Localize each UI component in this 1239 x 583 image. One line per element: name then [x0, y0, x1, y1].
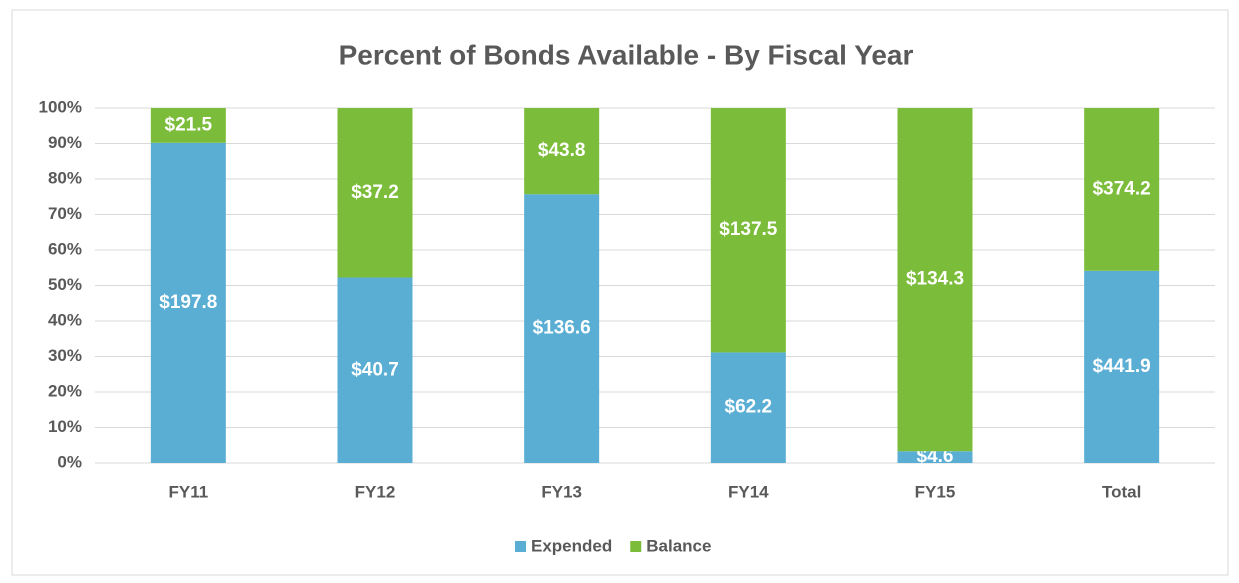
- data-label: $197.8: [159, 292, 217, 313]
- x-tick-label: FY12: [355, 482, 396, 501]
- bar-segment: [710, 108, 786, 353]
- bar-segment: [150, 142, 226, 463]
- data-label: $62.2: [725, 397, 773, 418]
- y-tick-label: 50%: [48, 275, 82, 294]
- chart-title: Percent of Bonds Available - By Fiscal Y…: [339, 39, 914, 70]
- bar-segment: [710, 352, 786, 463]
- legend-swatch: [630, 541, 642, 552]
- bar-segment: [524, 194, 600, 463]
- y-tick-label: 80%: [48, 168, 82, 187]
- bar-segment: [1084, 270, 1160, 463]
- y-tick-label: 40%: [48, 310, 82, 329]
- data-label: $37.2: [351, 182, 399, 203]
- data-label: $374.2: [1093, 178, 1151, 199]
- y-tick-label: 90%: [48, 133, 82, 152]
- bar-segment: [337, 277, 413, 463]
- bar-segment: [897, 451, 973, 463]
- x-tick-label: Total: [1102, 482, 1141, 501]
- bar-segment: [524, 108, 600, 195]
- data-label: $21.5: [165, 114, 213, 135]
- data-label: $43.8: [538, 140, 586, 161]
- data-label: $137.5: [719, 219, 778, 240]
- data-label: $4.6: [917, 446, 954, 467]
- bar-segment: [1084, 108, 1160, 271]
- x-tick-label: FY11: [168, 482, 208, 501]
- y-tick-label: 100%: [39, 97, 82, 116]
- legend-label: Balance: [646, 536, 711, 555]
- bar-segment: [897, 108, 973, 452]
- bar-segment: [337, 108, 413, 278]
- data-label: $40.7: [351, 359, 399, 380]
- y-tick-label: 30%: [48, 346, 82, 365]
- data-label: $441.9: [1093, 356, 1151, 377]
- y-tick-label: 10%: [48, 417, 82, 436]
- data-label: $134.3: [906, 269, 964, 290]
- legend-swatch: [515, 541, 526, 552]
- x-tick-label: FY14: [728, 482, 769, 501]
- y-tick-label: 20%: [48, 381, 82, 400]
- y-tick-label: 70%: [48, 204, 82, 223]
- data-label: $136.6: [533, 318, 591, 339]
- bar-segment: [150, 108, 226, 143]
- x-tick-label: FY15: [915, 482, 956, 501]
- x-tick-label: FY13: [541, 482, 582, 501]
- legend-label: Expended: [531, 536, 612, 555]
- y-tick-label: 60%: [48, 239, 82, 258]
- y-tick-label: 0%: [57, 452, 82, 471]
